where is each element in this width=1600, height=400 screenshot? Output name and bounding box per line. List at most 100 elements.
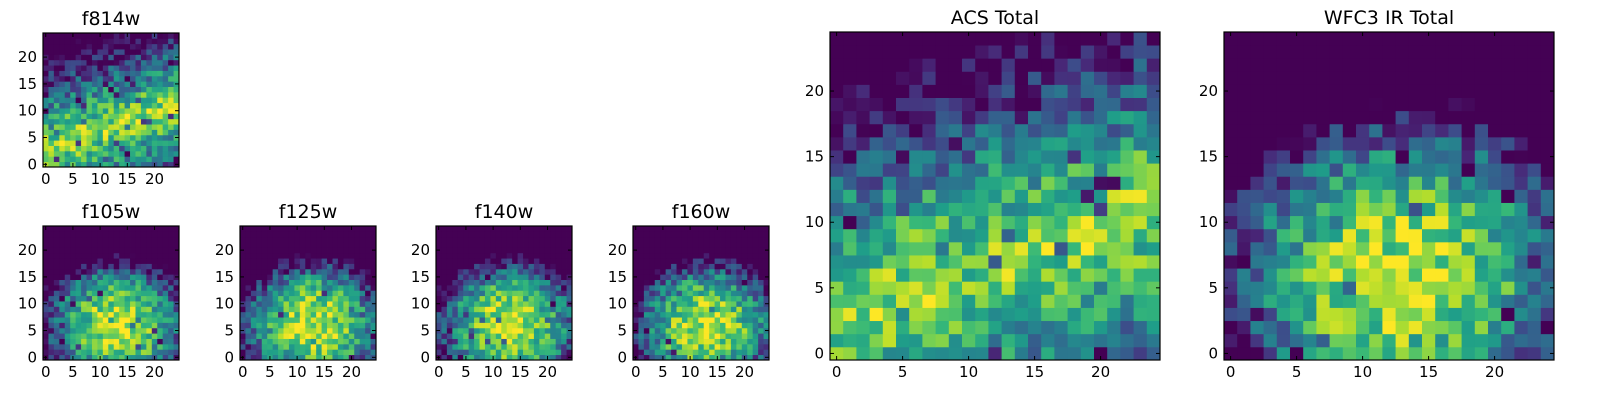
heatmap-cell	[321, 268, 328, 275]
heatmap-cell	[1263, 176, 1278, 190]
heatmap-cell	[140, 118, 147, 125]
heatmap-cell	[146, 134, 153, 141]
heatmap-cell	[1054, 281, 1068, 295]
heatmap-cell	[294, 258, 301, 264]
heatmap-cell	[948, 346, 963, 361]
heatmap-cell	[102, 301, 109, 307]
heatmap-cell	[135, 295, 142, 302]
heatmap-cell	[1474, 176, 1489, 190]
heatmap-cell	[130, 247, 136, 254]
heatmap-cell	[720, 333, 726, 339]
heatmap-cell	[714, 349, 721, 356]
heatmap-cell	[725, 295, 732, 302]
heatmap-cell	[272, 247, 279, 254]
heatmap-cell	[299, 354, 306, 361]
heatmap-cell	[720, 322, 726, 329]
heatmap-cell	[75, 140, 82, 146]
heatmap-cell	[962, 136, 976, 151]
heatmap-cell	[474, 226, 480, 232]
heatmap-cell	[102, 343, 109, 350]
heatmap-cell	[157, 301, 164, 307]
heatmap-cell	[747, 343, 754, 350]
heatmap-cell	[1014, 294, 1029, 308]
heatmap-cell	[1369, 97, 1383, 112]
heatmap-cell	[124, 38, 131, 45]
heatmap-cell	[91, 301, 98, 307]
heatmap-cell	[517, 306, 524, 313]
heatmap-cell	[119, 295, 125, 302]
heatmap-cell	[1369, 163, 1383, 177]
heatmap-cell	[261, 306, 268, 313]
heatmap-cell	[48, 49, 55, 55]
heatmap-cell	[1107, 176, 1121, 190]
heatmap-cell	[256, 338, 263, 345]
heatmap-cell	[86, 38, 93, 45]
heatmap-cell	[130, 124, 136, 130]
heatmap-cell	[316, 258, 322, 264]
heatmap-cell	[354, 252, 361, 259]
heatmap-cell	[310, 226, 317, 232]
heatmap-cell	[321, 258, 328, 264]
heatmap-cell	[1435, 294, 1449, 308]
heatmap-cell	[1250, 84, 1264, 98]
heatmap-cell	[709, 258, 715, 264]
heatmap-cell	[555, 306, 562, 313]
heatmap-cell	[327, 263, 333, 270]
heatmap-cell	[1237, 123, 1251, 138]
heatmap-cell	[91, 338, 98, 345]
heatmap-cell	[869, 228, 884, 243]
heatmap-cell	[102, 124, 109, 130]
heatmap-cell	[528, 317, 535, 323]
heatmap-cell	[856, 228, 870, 243]
heatmap-cell	[922, 255, 936, 269]
heatmap-cell	[988, 97, 1002, 112]
heatmap-cell	[452, 242, 459, 248]
heatmap-cell	[86, 43, 93, 50]
heatmap-cell	[348, 349, 355, 356]
heatmap-cell	[102, 279, 109, 286]
heatmap-cell	[91, 311, 98, 318]
heatmap-cell	[1316, 32, 1330, 46]
heatmap-cell	[665, 226, 672, 232]
heatmap-cell	[709, 263, 715, 270]
heatmap-cell	[53, 134, 60, 141]
heatmap-cell	[1094, 320, 1108, 335]
heatmap-cell	[1303, 110, 1317, 125]
heatmap-cell	[962, 71, 976, 85]
y-tick-label: 15	[411, 268, 430, 286]
heatmap-cell	[250, 284, 257, 291]
heatmap-cell	[1435, 45, 1449, 59]
heatmap-cell	[240, 333, 246, 339]
heatmap-cell	[1488, 202, 1502, 217]
heatmap-cell	[354, 327, 361, 334]
heatmap-cell	[140, 274, 147, 280]
heatmap-cell	[332, 317, 339, 323]
heatmap-cell	[1041, 333, 1055, 348]
heatmap-cell	[1133, 294, 1148, 308]
heatmap-cell	[528, 311, 535, 318]
heatmap-cell	[288, 311, 295, 318]
x-tick-label: 0	[631, 363, 641, 381]
heatmap-cell	[1133, 255, 1148, 269]
heatmap-cell	[140, 343, 147, 350]
heatmap-cell	[359, 333, 366, 339]
heatmap-cell	[146, 268, 153, 275]
heatmap-cell	[692, 295, 699, 302]
heatmap-cell	[86, 268, 93, 275]
heatmap-cell	[528, 226, 535, 232]
heatmap-cell	[1422, 45, 1436, 59]
heatmap-cell	[566, 242, 573, 248]
heatmap-cell	[332, 258, 339, 264]
heatmap-cell	[758, 311, 764, 318]
heatmap-cell	[1369, 71, 1383, 85]
heatmap-cell	[343, 354, 350, 361]
heatmap-cell	[550, 306, 557, 313]
heatmap-cell	[1382, 333, 1396, 348]
heatmap-cell	[91, 108, 98, 114]
heatmap-cell	[962, 202, 976, 217]
heatmap-cell	[457, 268, 464, 275]
heatmap-cell	[305, 354, 312, 361]
heatmap-cell	[1422, 307, 1436, 322]
heatmap-cell	[59, 150, 66, 157]
heatmap-cell	[747, 236, 754, 243]
